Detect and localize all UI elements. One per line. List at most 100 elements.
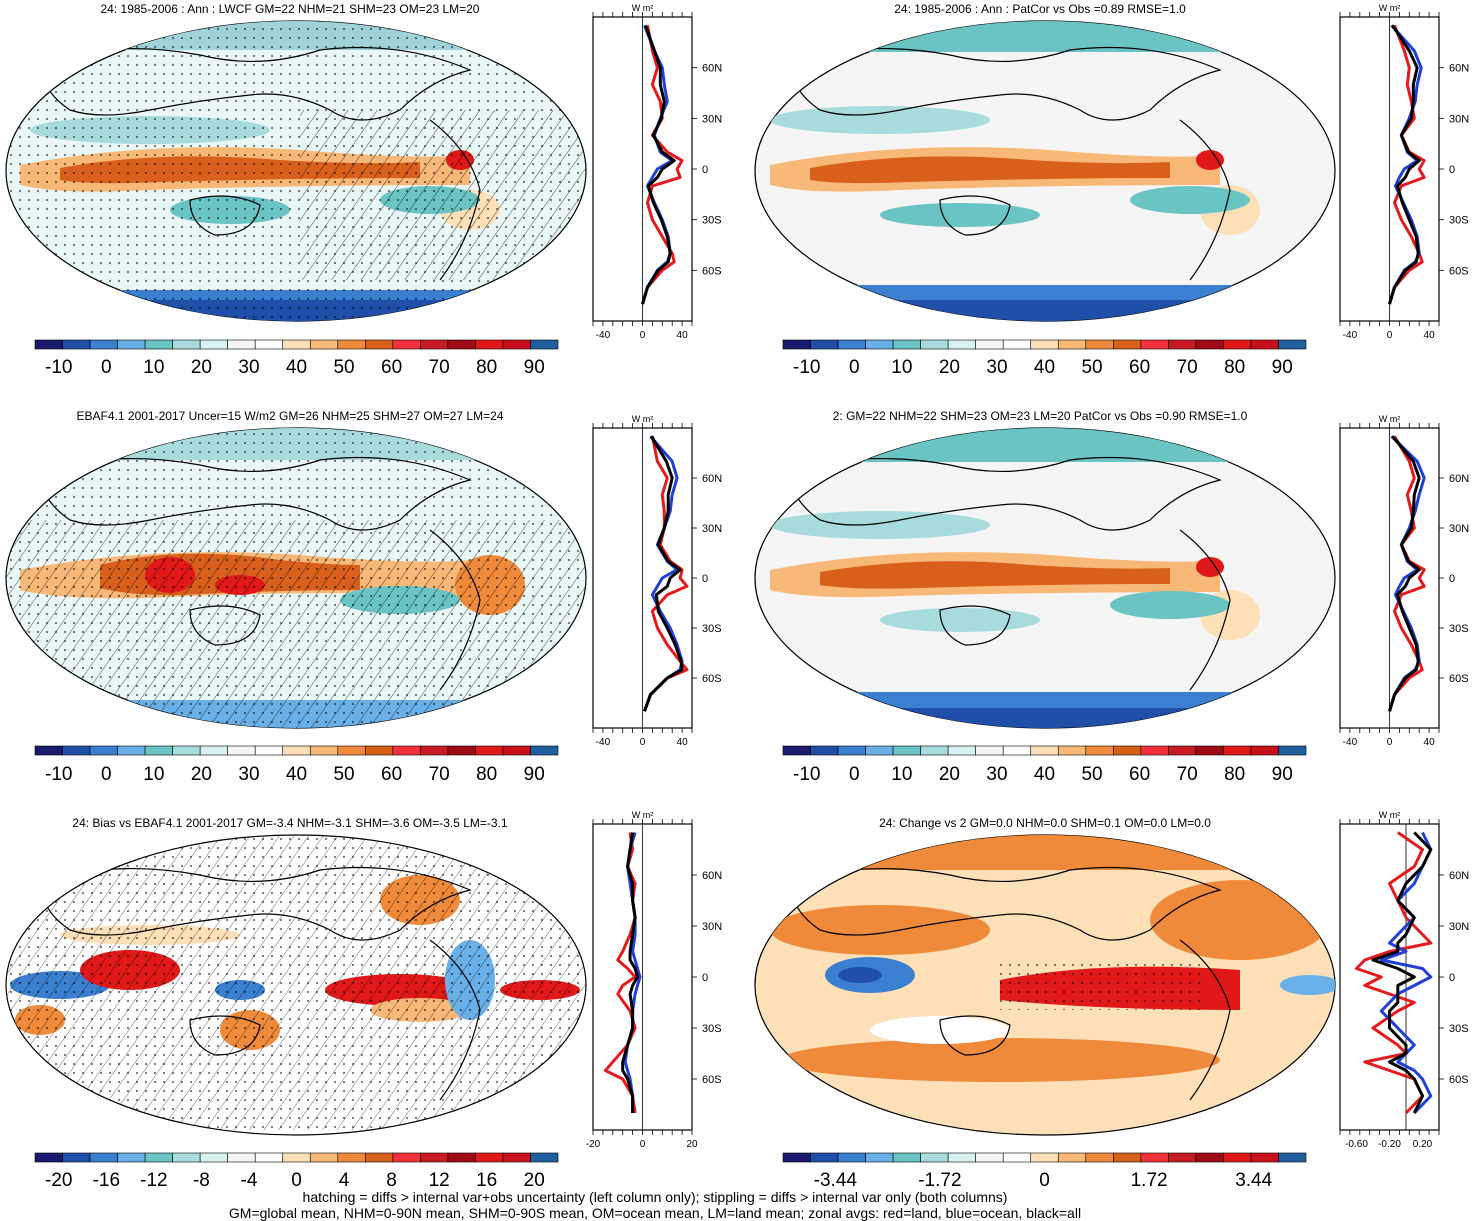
colorbar-swatch [1195, 745, 1224, 756]
colorbar-label: 40 [1034, 764, 1055, 785]
colorbar-label: 90 [1272, 764, 1293, 785]
profile-y-tick-label: 30S [702, 215, 722, 227]
colorbar-swatch [1057, 339, 1087, 350]
colorbar-swatch [254, 745, 284, 756]
colorbar-swatch [144, 1152, 173, 1163]
panel-6-map [754, 834, 1336, 1136]
panel-2-map [754, 20, 1336, 322]
profile-x-tick-label: -40 [1343, 330, 1358, 341]
panel-2: 24: 1985-2006 : Ann : PatCor vs Obs =0.8… [754, 2, 1469, 378]
profile-y-tick-label: 0 [702, 164, 708, 176]
colorbar-label: 12 [429, 1170, 450, 1191]
colorbar-swatch [865, 745, 894, 756]
colorbar-swatch [1085, 1152, 1114, 1163]
colorbar-swatch [1168, 745, 1197, 756]
colorbar-swatch [475, 339, 504, 350]
colorbar-swatch [1113, 1152, 1142, 1163]
profile-x-tick-label: -40 [1343, 737, 1358, 748]
panel-5-title: 24: Bias vs EBAF4.1 2001-2017 GM=-3.4 NH… [72, 816, 508, 830]
colorbar-swatch [199, 745, 228, 756]
panel-4-profile: W m² -40 0 40 60N 30N 0 30S 60S [1339, 414, 1469, 748]
profile-x-tick-label: -40 [596, 330, 611, 341]
colorbar-swatch [1113, 745, 1142, 756]
colorbar-swatch [1250, 1152, 1279, 1163]
colorbar-swatch [810, 339, 839, 350]
profile-x-tick-label: -0.20 [1378, 1139, 1401, 1150]
profile-x-tick-label: 0 [640, 1139, 646, 1150]
colorbar-swatch [337, 1152, 366, 1163]
colorbar-label: 50 [333, 764, 354, 785]
profile-series-land [1388, 435, 1426, 712]
profile-y-tick-label: 0 [1449, 972, 1455, 984]
colorbar-swatch [34, 339, 63, 350]
profile-y-tick-label: 60N [1449, 473, 1469, 485]
profile-y-tick-label: 60N [702, 473, 722, 485]
colorbar-swatch [172, 745, 201, 756]
panel-4: 2: GM=22 NHM=22 SHM=23 OM=23 LM=20 PatCo… [754, 409, 1469, 785]
colorbar-swatch [227, 339, 256, 350]
colorbar-label: 70 [429, 764, 450, 785]
colorbar-swatch [199, 1152, 228, 1163]
colorbar-swatch [1002, 745, 1032, 756]
colorbar-label: 0 [849, 357, 860, 378]
panel-2-title: 24: 1985-2006 : Ann : PatCor vs Obs =0.8… [894, 2, 1186, 16]
colorbar-label: 60 [381, 764, 402, 785]
panel-1-profile: W m² -40 0 40 60N 30N 0 30S 60S [592, 3, 722, 341]
profile-y-tick-label: 60N [1449, 870, 1469, 882]
colorbar-label: 80 [476, 357, 497, 378]
profile-x-tick-label: 20 [686, 1139, 698, 1150]
profile-series-ocean [623, 832, 642, 1113]
colorbar-swatch [309, 339, 339, 350]
colorbar-label: 0 [101, 764, 112, 785]
colorbar-swatch [1030, 1152, 1059, 1163]
colorbar-swatch [975, 339, 1004, 350]
footnote-line-1: hatching = diffs > internal var+obs unce… [303, 1189, 1008, 1205]
colorbar-label: 10 [891, 357, 912, 378]
colorbar-swatch [530, 339, 559, 350]
colorbar-swatch [62, 1152, 91, 1163]
colorbar-label: 20 [939, 357, 960, 378]
colorbar-label: 30 [986, 357, 1007, 378]
panel-6-profile: W m² -0.60 -0.20 0.20 60N 30N 0 30S 60S [1339, 810, 1469, 1150]
colorbar-label: 16 [476, 1170, 497, 1191]
colorbar-label: 10 [891, 764, 912, 785]
colorbar-swatch [420, 339, 449, 350]
colorbar-swatch [254, 1152, 284, 1163]
colorbar-swatch [1140, 745, 1169, 756]
colorbar-swatch [447, 745, 476, 756]
colorbar-swatch [144, 339, 173, 350]
colorbar-swatch [172, 1152, 201, 1163]
profile-y-tick-label: 30N [702, 921, 722, 933]
profile-y-tick-label: 0 [702, 972, 708, 984]
profile-y-tick-label: 30S [1449, 1023, 1469, 1035]
panel-5-profile: W m² -20 0 20 60N 30N 0 30S 60S [586, 810, 722, 1150]
colorbar-swatch [1195, 339, 1224, 350]
panel-4-colorbar: -10 0 10 20 30 40 50 60 70 80 90 [782, 745, 1307, 785]
colorbar-label: 60 [1129, 357, 1150, 378]
colorbar-swatch [447, 1152, 476, 1163]
profile-y-tick-label: 0 [702, 573, 708, 585]
panel-6-colorbar: -3.44 -1.72 0 1.72 3.44 [782, 1152, 1307, 1191]
colorbar-label: 4 [339, 1170, 350, 1191]
profile-y-tick-label: 30N [1449, 113, 1469, 125]
profile-y-tick-label: 60S [702, 1074, 722, 1086]
colorbar-swatch [282, 1152, 311, 1163]
profile-y-tick-label: 60S [1449, 265, 1469, 277]
colorbar-swatch [1085, 745, 1114, 756]
panel-3: EBAF4.1 2001-2017 Uncer=15 W/m2 GM=26 NH… [5, 409, 722, 785]
panel-5: 24: Bias vs EBAF4.1 2001-2017 GM=-3.4 NH… [5, 810, 722, 1191]
colorbar-swatch [810, 1152, 839, 1163]
colorbar-swatch [502, 745, 531, 756]
colorbar-label: 0 [849, 764, 860, 785]
colorbar-label: -20 [45, 1170, 72, 1191]
colorbar-swatch [920, 1152, 949, 1163]
profile-y-tick-label: 60N [702, 870, 722, 882]
colorbar-swatch [62, 339, 91, 350]
colorbar-swatch [502, 1152, 531, 1163]
colorbar-swatch [420, 745, 449, 756]
profile-y-tick-label: 60S [1449, 673, 1469, 685]
colorbar-swatch [1250, 339, 1279, 350]
profile-x-tick-label: 0 [1387, 330, 1393, 341]
colorbar-swatch [892, 1152, 921, 1163]
